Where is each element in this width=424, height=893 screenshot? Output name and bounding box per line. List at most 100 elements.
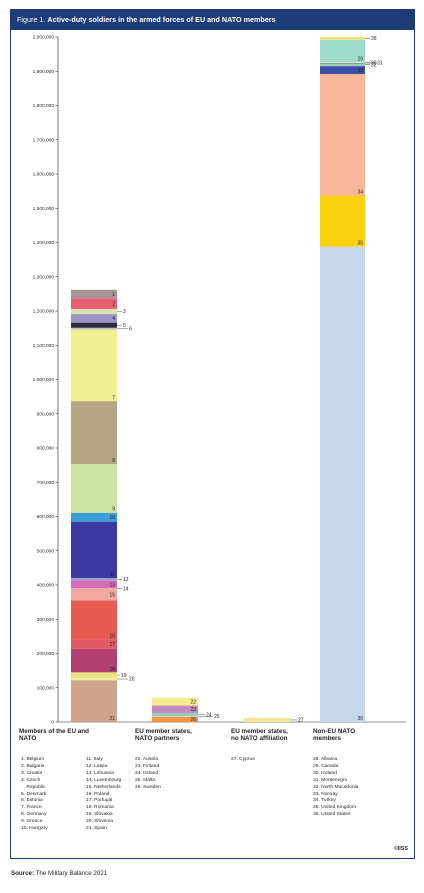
- bar-segment-34: [320, 73, 365, 196]
- segment-label-23: 23: [190, 707, 196, 713]
- legend-item: 2. Bulgaria: [21, 763, 45, 769]
- bar-segment-9: [71, 464, 117, 513]
- legend-item: 17. Portugal: [86, 798, 113, 804]
- bar-segment-32: [320, 63, 365, 67]
- y-tick-label: 1,500,000: [33, 206, 55, 212]
- legend-item: 9. Greece: [21, 819, 43, 825]
- legend-non-eu-nato: 28. Albania 29. Canada 30. Iceland 31. M…: [313, 757, 358, 819]
- group-title-eu-nato-partners: EU member states, NATO partners: [135, 728, 192, 743]
- y-tick-label: 100,000: [37, 685, 55, 691]
- segment-label-35: 35: [357, 241, 363, 247]
- legend-item: 31. Montenegro: [313, 777, 348, 783]
- legend-item: 27. Cyprus: [231, 757, 255, 762]
- bar-segment-23: [152, 705, 198, 714]
- y-tick-label: 1,100,000: [33, 343, 55, 349]
- legend-item: 36. United States: [313, 812, 351, 818]
- bar-segment-20: [71, 677, 117, 681]
- bar-segment-19: [71, 672, 117, 678]
- legend-item: 11. Italy: [86, 757, 103, 762]
- segment-label-9: 9: [112, 507, 115, 513]
- bar-segment-25: [152, 716, 198, 717]
- y-tick-label: 1,900,000: [33, 69, 55, 75]
- legend-item: 20. Slovenia: [86, 819, 113, 825]
- segment-label-24: 24: [206, 712, 212, 718]
- y-tick-label: 400,000: [37, 583, 55, 589]
- segment-label-10: 10: [109, 515, 115, 521]
- source-label: Source:: [11, 870, 35, 877]
- stacked-bar-chart: 0 100,000 200,000 300,000 400,000 500,000 600,…: [33, 35, 406, 726]
- bar-segment-7: [71, 329, 117, 402]
- bar-segment-15: [71, 588, 117, 601]
- segment-label-6: 6: [129, 327, 132, 333]
- bar-segment-22: [152, 697, 198, 706]
- segment-label-17: 17: [109, 642, 115, 648]
- y-tick-label: 1,000,000: [33, 377, 55, 383]
- bar-segment-21: [71, 680, 117, 722]
- legend-eu-no-nato: 27. Cyprus: [231, 757, 255, 764]
- y-tick-label: 200,000: [37, 651, 55, 657]
- y-tick-label: 2,000,000: [33, 35, 55, 41]
- segment-label-16: 16: [109, 633, 115, 639]
- segment-label-3: 3: [123, 309, 126, 315]
- segment-label-11: 11: [110, 572, 115, 578]
- legend-item: 22. Austria: [135, 757, 159, 762]
- legend-item: 15. Netherlands: [86, 784, 121, 790]
- y-tick-label: 600,000: [37, 514, 55, 520]
- bar-segment-27: [244, 717, 290, 722]
- bar-segment-14: [71, 588, 117, 590]
- bar-segment-17: [71, 639, 117, 649]
- group-title-non-eu-nato: Non-EU NATO members: [313, 728, 356, 743]
- segment-label-26: 26: [190, 717, 196, 723]
- bar-segment-16: [71, 600, 117, 640]
- segment-label-25: 25: [214, 714, 220, 720]
- y-tick-label: 700,000: [37, 480, 55, 486]
- source-note: Source: The Military Balance 2021: [11, 870, 107, 877]
- y-tick-label: 1,800,000: [33, 103, 55, 109]
- legend-item: 6. Estonia: [21, 798, 43, 804]
- y-tick-label: 500,000: [37, 548, 55, 554]
- legend-eu-nato-col1: 1. Belgium 2. Bulgaria 3. Croatia 4. Cze…: [21, 757, 48, 833]
- bar-segment-10: [71, 512, 117, 522]
- bar-segment-26: [152, 716, 198, 722]
- legend-item: 21. Spain: [86, 826, 107, 832]
- y-tick-label: 800,000: [37, 446, 55, 452]
- segment-label-2: 2: [112, 301, 115, 307]
- segment-label-28: 28: [371, 36, 377, 42]
- legend-item: 35. United Kingdom: [313, 805, 356, 811]
- legend-item: 28. Albania: [313, 757, 338, 762]
- bar-segment-29: [320, 39, 365, 63]
- bar-segment-35: [320, 195, 365, 247]
- figure-title-bar: Figure 1. Active-duty soldiers in the ar…: [11, 10, 414, 30]
- copyright-mark: ©IISS: [393, 846, 408, 852]
- bar-segment-8: [71, 401, 117, 465]
- legend-item: 33. Norway: [313, 791, 338, 797]
- legend-item: 4. Czech Republic: [21, 777, 46, 790]
- segment-label-33: 33: [357, 68, 363, 74]
- bar-segment-4: [71, 314, 117, 323]
- legend-item: 30. Iceland: [313, 770, 337, 776]
- segment-label-5: 5: [123, 323, 126, 329]
- legend-item: 8. Germany: [21, 812, 47, 818]
- figure-frame: Figure 1. Active-duty soldiers in the ar…: [10, 9, 415, 859]
- segment-label-12: 12: [123, 577, 129, 583]
- segment-label-19: 19: [121, 673, 127, 679]
- segment-label-29: 29: [357, 56, 363, 62]
- legend-eu-nato-partners: 22. Austria 23. Finland 24. Ireland 25. …: [135, 757, 161, 792]
- y-tick-label: 0: [51, 720, 54, 726]
- legend-item: 34. Turkey: [313, 798, 336, 804]
- bar-segment-13: [71, 580, 117, 589]
- legend-item: 10. Hungary: [21, 826, 48, 832]
- y-tick-label: 300,000: [37, 617, 55, 623]
- segment-label-32: 32: [371, 62, 377, 68]
- legend-item: 25. Malta: [135, 777, 156, 783]
- segment-label-22: 22: [190, 699, 196, 705]
- bar-segment-30: [320, 62, 365, 63]
- bar-segment-6: [71, 327, 117, 330]
- figure-title: Active-duty soldiers in the armed forces…: [47, 15, 276, 24]
- bar-segment-18: [71, 648, 117, 673]
- y-tick-label: 1,300,000: [33, 274, 55, 280]
- bar-segment-2: [71, 298, 117, 309]
- y-tick-label: 1,700,000: [33, 137, 55, 143]
- segment-label-13: 13: [109, 582, 115, 588]
- segment-label-21: 21: [109, 716, 115, 722]
